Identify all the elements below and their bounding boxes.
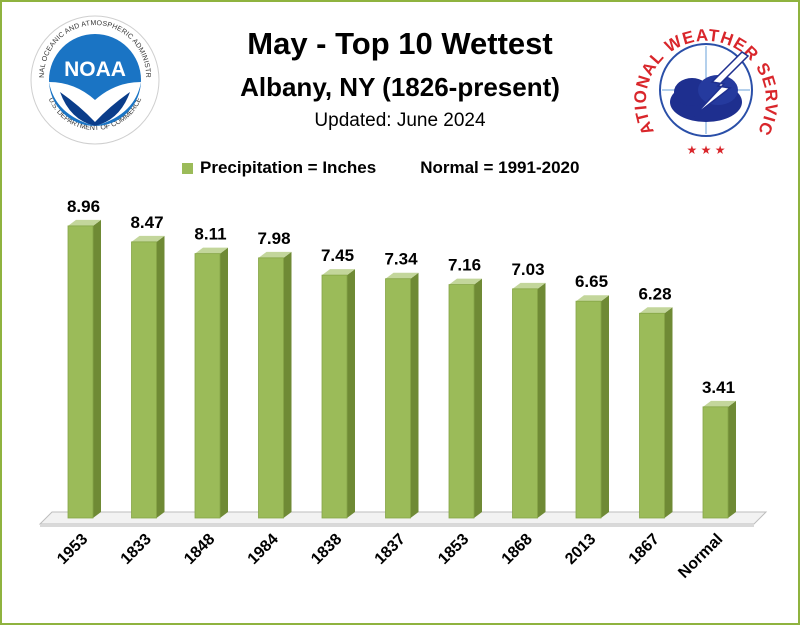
- data-label: 7.34: [384, 250, 418, 269]
- x-tick-label: 1838: [308, 531, 345, 568]
- data-label: 8.47: [130, 213, 163, 232]
- bar-side: [283, 251, 292, 519]
- bar-top: [449, 278, 482, 285]
- bar: [321, 274, 348, 519]
- bar-top: [512, 282, 546, 289]
- bar-top: [385, 272, 419, 279]
- bar-side: [728, 400, 736, 518]
- x-tick-label: 1984: [245, 531, 282, 568]
- bar: [258, 257, 284, 519]
- x-tick-label: 1953: [54, 531, 91, 568]
- data-label: 7.98: [257, 229, 290, 248]
- bar: [385, 278, 411, 519]
- bar: [575, 300, 602, 519]
- data-label: 7.16: [448, 256, 481, 275]
- x-tick-label: Normal: [675, 531, 726, 582]
- bar: [67, 225, 94, 519]
- x-tick-label: 1848: [181, 531, 218, 568]
- legend-normal-label: Normal = 1991-2020: [420, 158, 580, 177]
- bar-side: [93, 219, 101, 519]
- data-label: 8.96: [67, 197, 100, 216]
- data-label: 7.03: [511, 260, 544, 279]
- svg-text:★ ★ ★: ★ ★ ★: [687, 143, 726, 157]
- bar: [448, 284, 475, 519]
- x-tick-label: 1853: [435, 531, 472, 568]
- bar: [512, 288, 538, 519]
- bar-top: [258, 251, 292, 258]
- noaa-center-text: NOAA: [64, 58, 126, 81]
- bar-side: [601, 295, 609, 518]
- bar-top: [195, 247, 228, 254]
- data-label: 3.41: [702, 378, 735, 397]
- chart-floor-edge: [40, 524, 754, 527]
- bar: [702, 406, 729, 519]
- bar-top: [576, 295, 609, 302]
- chart-subtitle: Albany, NY (1826-present): [240, 72, 560, 102]
- data-label: 6.65: [575, 272, 608, 291]
- legend-series-label: Precipitation = Inches: [200, 158, 377, 177]
- x-tick-label: 1868: [499, 531, 536, 568]
- x-tick-label: 1837: [372, 531, 409, 568]
- chart-title: May - Top 10 Wettest: [247, 26, 553, 61]
- bar: [131, 241, 157, 519]
- data-label: 8.11: [194, 225, 226, 244]
- bar-side: [347, 269, 355, 518]
- x-tick-label: 2013: [562, 531, 599, 568]
- bar-side: [474, 278, 482, 518]
- bar-top: [131, 235, 165, 242]
- bar: [194, 253, 221, 519]
- updated-note: Updated: June 2024: [314, 110, 486, 131]
- legend: Precipitation = Inches Normal = 1991-202…: [182, 157, 579, 179]
- bar-side: [156, 235, 165, 519]
- data-label: 6.28: [638, 284, 671, 303]
- noaa-logo: NATIONAL OCEANIC AND ATMOSPHERIC ADMINIS…: [30, 10, 160, 145]
- bar-top: [322, 269, 355, 276]
- bar-side: [410, 272, 419, 518]
- bar-side: [664, 307, 673, 518]
- data-label: 7.45: [321, 246, 354, 265]
- bar-side: [220, 247, 228, 518]
- legend-swatch: [182, 162, 193, 174]
- nws-logo: NATIONAL WEATHER SERVICE ★ ★ ★: [632, 12, 780, 157]
- x-tick-label: 1833: [118, 531, 155, 568]
- bar-top: [639, 307, 673, 314]
- x-tick-label: 1867: [626, 531, 663, 568]
- bar-side: [537, 282, 546, 518]
- bar: [639, 312, 665, 519]
- bar-top: [703, 400, 736, 407]
- bar-top: [68, 219, 101, 226]
